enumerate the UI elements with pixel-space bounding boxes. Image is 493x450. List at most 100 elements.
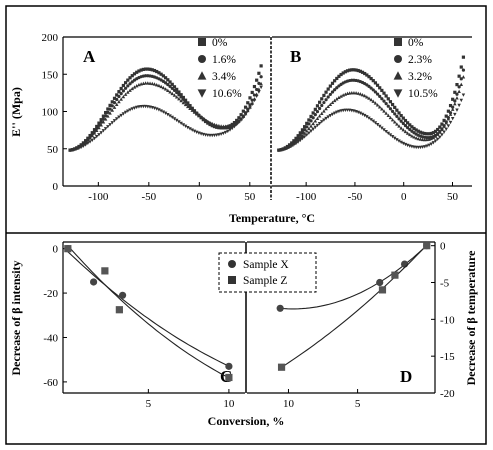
data-point-10.6% [108,123,112,127]
data-point-3.4% [206,119,210,124]
data-point-10.6% [94,134,99,139]
data-point-1.6% [168,84,172,89]
data-point-0% [128,76,132,80]
data-point-2.3% [315,109,320,114]
data-point-2.3% [333,88,337,92]
data-point-1.6% [179,95,183,99]
data-point-3.2% [450,107,455,111]
data-point-10.6% [181,123,186,127]
data-point-0% [121,83,125,88]
data-point-1.6% [126,84,130,88]
data-point-2.3% [298,133,302,137]
data-point-3.2% [317,114,322,118]
data-point-10.6% [210,133,215,138]
data-point-3.4% [179,98,183,103]
data-point-0% [371,79,375,83]
data-point-2.3% [388,107,393,111]
data-point-0% [352,68,356,72]
data-point-Sample Z [378,286,387,294]
data-point-0% [137,69,141,73]
data-point-0% [159,72,163,76]
x-tick-label: 0 [197,191,203,203]
legend-label: 0% [212,37,228,49]
data-point-10.6% [239,118,243,122]
data-point-0% [126,78,130,82]
data-point-3.4% [166,88,170,92]
data-point-2.3% [453,99,457,103]
data-point-2.3% [393,112,397,116]
data-point-10.5% [453,112,457,117]
data-point-0% [382,91,386,95]
data-point-Sample X [225,362,233,370]
data-point-0% [440,122,444,126]
data-point-0% [384,94,388,98]
data-point-10.5% [296,140,300,144]
data-point-10.5% [371,119,376,124]
data-point-1.6% [106,110,110,114]
y-tick-label: -60 [43,377,58,389]
data-point-0% [175,87,179,91]
data-point-3.2% [375,103,380,107]
x-tick-label: 5 [146,398,152,410]
data-point-1.6% [248,103,252,107]
y-tick-label: 0 [53,244,59,256]
panel-d-y-axis-label: Decrease of β temperature [464,250,478,385]
data-point-0% [148,67,152,71]
data-point-0% [172,85,177,89]
legend-label: Sample X [243,259,289,271]
data-point-3.2% [420,137,425,142]
data-point-0% [360,70,365,74]
data-point-0% [99,118,103,122]
data-point-3.2% [341,93,345,97]
data-point-10.5% [382,128,386,132]
legend-marker-3.4% [197,71,207,80]
data-point-3.4% [103,117,108,121]
data-point-1.6% [112,101,117,105]
data-point-2.3% [399,119,403,123]
panel-c-data [64,245,233,382]
data-point-Sample X [90,278,98,286]
data-point-10.5% [304,133,309,137]
data-point-1.6% [104,114,108,118]
data-point-1.6% [119,91,123,96]
data-point-10.6% [103,127,108,131]
x-tick-label: 10 [283,398,295,410]
x-tick-label: 10 [223,398,235,410]
data-point-3.2% [354,91,358,95]
data-point-10.6% [241,115,246,120]
data-point-2.3% [384,102,388,106]
data-point-10.5% [377,124,382,129]
data-point-0% [161,74,165,78]
panel-b-ticks: -100 -50 0 50 [296,182,458,203]
data-point-3.4% [90,133,95,138]
data-point-0% [320,97,324,101]
data-point-3.4% [203,118,208,122]
data-point-3.4% [174,95,179,99]
data-point-0% [97,121,101,125]
data-point-10.5% [442,130,446,134]
data-point-0% [115,93,119,97]
data-point-3.2% [356,91,361,95]
data-point-3.4% [221,124,226,128]
data-point-2.3% [455,92,459,96]
data-point-10.6% [217,133,221,137]
data-point-0% [455,83,459,87]
data-point-2.3% [318,106,322,111]
legend-marker-10.6% [197,89,207,98]
data-point-3.4% [148,81,152,85]
data-point-1.6% [117,94,121,99]
data-point-0% [335,76,339,81]
data-point-10.5% [384,129,388,134]
data-point-10.6% [177,120,181,124]
data-point-2.3% [461,68,466,72]
data-point-10.6% [179,121,183,126]
panel-b-legend: 0% 2.3% 3.2% 10.5% [393,37,438,100]
data-point-10.6% [219,132,223,136]
data-point-2.3% [320,103,324,108]
data-point-2.3% [300,130,305,135]
data-point-3.4% [210,121,215,126]
data-point-3.2% [410,134,414,138]
data-point-0% [418,130,423,134]
data-point-3.2% [311,121,315,126]
data-point-3.4% [219,124,223,128]
